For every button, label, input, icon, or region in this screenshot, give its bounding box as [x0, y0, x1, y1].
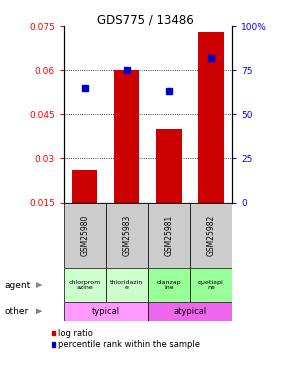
Text: typical: typical	[92, 307, 120, 316]
Text: GDS775 / 13486: GDS775 / 13486	[97, 13, 193, 26]
Text: other: other	[4, 307, 29, 316]
Text: GSM25980: GSM25980	[80, 214, 89, 256]
Bar	[156, 129, 182, 203]
Bar	[106, 202, 148, 268]
Bar	[148, 268, 190, 302]
Bar	[190, 268, 232, 302]
Text: quetiapi
ne: quetiapi ne	[198, 280, 224, 290]
Bar	[64, 302, 148, 321]
Text: olanzap
ine: olanzap ine	[157, 280, 181, 290]
Bar	[190, 202, 232, 268]
Text: chlorprom
azine: chlorprom azine	[69, 280, 101, 290]
Bar	[64, 202, 106, 268]
Text: thioridazin
e: thioridazin e	[110, 280, 144, 290]
Text: GSM25981: GSM25981	[164, 214, 173, 256]
Bar	[64, 268, 106, 302]
Bar	[148, 202, 190, 268]
Bar	[72, 170, 97, 202]
Bar	[198, 32, 224, 203]
Text: GSM25982: GSM25982	[206, 214, 215, 256]
Text: agent: agent	[4, 280, 31, 290]
Bar	[114, 70, 139, 202]
Bar	[148, 302, 232, 321]
Bar	[106, 268, 148, 302]
Text: log ratio: log ratio	[58, 328, 93, 338]
Text: GSM25983: GSM25983	[122, 214, 131, 256]
Text: percentile rank within the sample: percentile rank within the sample	[58, 340, 200, 349]
Text: atypical: atypical	[173, 307, 206, 316]
